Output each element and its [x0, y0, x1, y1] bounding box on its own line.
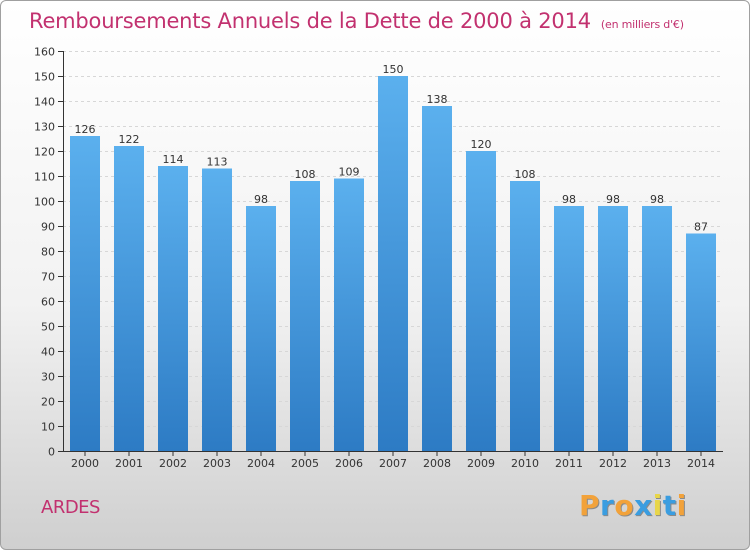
y-tick-label: 110	[34, 171, 55, 184]
data-label-2000: 126	[75, 123, 96, 136]
logo-letter: i	[676, 489, 687, 522]
data-label-2013: 98	[650, 193, 664, 206]
bar-2010	[510, 181, 540, 451]
commune-name: ARDES	[41, 497, 100, 518]
logo-letter: r	[600, 489, 615, 522]
x-tick-label-2000: 2000	[71, 457, 99, 470]
x-tick-label-2013: 2013	[643, 457, 671, 470]
chart-subtitle: (en milliers d'€)	[600, 18, 684, 31]
bar-2011	[554, 206, 584, 451]
bar-2005	[290, 181, 320, 451]
x-tick-label-2005: 2005	[291, 457, 319, 470]
data-label-2006: 109	[339, 166, 360, 179]
data-label-2014: 87	[694, 221, 708, 234]
data-label-2009: 120	[471, 138, 492, 151]
bar-2008	[422, 106, 452, 451]
x-tick-label-2009: 2009	[467, 457, 495, 470]
y-tick-label: 10	[41, 421, 55, 434]
axis-layer: 0 10 20 30 40 50 60 70 80 90 100 110 120 130 140 150 160	[34, 46, 723, 459]
data-label-2005: 108	[295, 168, 316, 181]
bar-2014	[686, 233, 716, 451]
data-label-2010: 108	[515, 168, 536, 181]
y-tick-label: 160	[34, 46, 55, 59]
label-layer: 126 2000 122 2001 114 2002 113 2003 98 2004 108 200…	[71, 63, 715, 470]
y-tick-label: 20	[41, 396, 55, 409]
bar-2013	[642, 206, 672, 451]
x-tick-label-2001: 2001	[115, 457, 143, 470]
bar-2009	[466, 151, 496, 451]
y-tick-label: 140	[34, 96, 55, 109]
y-tick-label: 0	[48, 446, 55, 459]
y-tick-label: 90	[41, 221, 55, 234]
chart-title: Remboursements Annuels de la Dette de 20…	[29, 9, 684, 33]
bar-2001	[114, 146, 144, 451]
y-tick-label: 150	[34, 71, 55, 84]
x-tick-label-2007: 2007	[379, 457, 407, 470]
logo-letter: t	[662, 489, 677, 522]
y-tick-label: 40	[41, 346, 55, 359]
y-tick-label: 50	[41, 321, 55, 334]
y-tick-label: 120	[34, 146, 55, 159]
y-tick-label: 30	[41, 371, 55, 384]
bar-2007	[378, 76, 408, 451]
y-tick-label: 70	[41, 271, 55, 284]
logo-letter: o	[614, 489, 635, 522]
data-label-2002: 114	[163, 153, 184, 166]
bar-2004	[246, 206, 276, 451]
logo-letter: x	[634, 489, 653, 522]
x-tick-label-2010: 2010	[511, 457, 539, 470]
x-tick-label-2004: 2004	[247, 457, 275, 470]
x-tick-label-2008: 2008	[423, 457, 451, 470]
y-tick-label: 100	[34, 196, 55, 209]
bar-2000	[70, 136, 100, 451]
logo-letter: P	[579, 489, 601, 522]
data-label-2008: 138	[427, 93, 448, 106]
bar-2006	[334, 178, 364, 451]
x-tick-label-2002: 2002	[159, 457, 187, 470]
data-label-2001: 122	[119, 133, 140, 146]
x-tick-label-2014: 2014	[687, 457, 715, 470]
bar-2003	[202, 168, 232, 451]
proxiti-logo: Proxiti	[579, 489, 687, 522]
x-tick-label-2011: 2011	[555, 457, 583, 470]
logo-letter: i	[652, 489, 663, 522]
data-label-2004: 98	[254, 193, 268, 206]
y-tick-label: 130	[34, 121, 55, 134]
x-tick-label-2003: 2003	[203, 457, 231, 470]
y-tick-label: 60	[41, 296, 55, 309]
data-label-2012: 98	[606, 193, 620, 206]
data-label-2003: 113	[207, 156, 228, 169]
y-tick-label: 80	[41, 246, 55, 259]
bar-2002	[158, 166, 188, 451]
x-tick-label-2012: 2012	[599, 457, 627, 470]
bar-2012	[598, 206, 628, 451]
chart-title-text: Remboursements Annuels de la Dette de 20…	[29, 9, 591, 33]
data-label-2007: 150	[383, 63, 404, 76]
bar-layer	[70, 76, 716, 451]
x-tick-label-2006: 2006	[335, 457, 363, 470]
data-label-2011: 98	[562, 193, 576, 206]
